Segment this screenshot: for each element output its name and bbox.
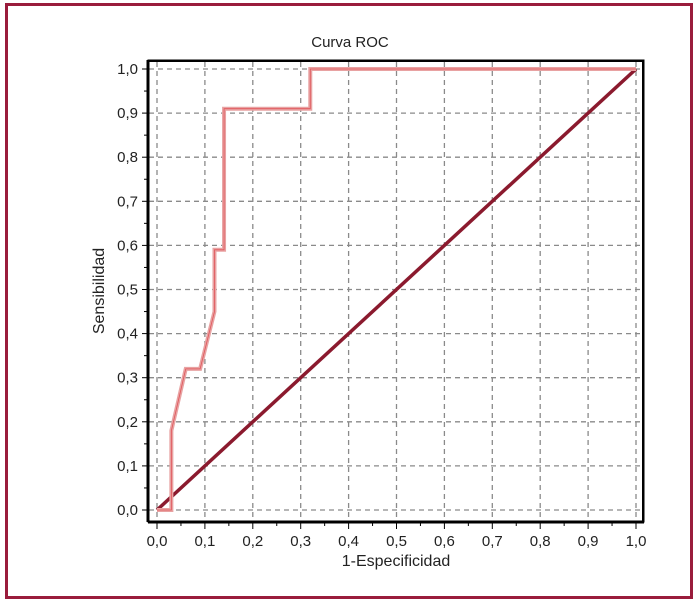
- y-axis-ticks: 0,0 0,1 0,2 0,3 0,4 0,5 0,6 0,7 0,8 0,9 1,0: [117, 61, 148, 519]
- y-tick-label: 0,2: [117, 414, 138, 431]
- y-tick-label: 0,1: [117, 458, 138, 475]
- x-axis-ticks: 0,0 0,1 0,2 0,3 0,4 0,5 0,6 0,7 0,8 0,9 1,0: [147, 522, 647, 550]
- y-tick-label: 0,9: [117, 105, 138, 122]
- y-tick-label: 0,0: [117, 502, 138, 519]
- x-tick-label: 0,8: [530, 533, 551, 550]
- x-tick-label: 0,1: [194, 533, 215, 550]
- x-tick-label: 0,3: [290, 533, 311, 550]
- y-tick-label: 0,5: [117, 282, 138, 299]
- y-tick-label: 0,4: [117, 326, 138, 343]
- x-tick-label: 0,2: [242, 533, 263, 550]
- series-layer: [155, 67, 638, 512]
- x-tick-label: 0,0: [147, 533, 168, 550]
- y-axis-label: Sensibilidad: [91, 248, 108, 334]
- reference-line: [155, 67, 638, 512]
- x-tick-label: 0,4: [338, 533, 359, 550]
- roc-curve-core: [157, 68, 636, 511]
- y-tick-label: 0,8: [117, 149, 138, 166]
- x-tick-label: 0,7: [482, 533, 503, 550]
- x-tick-label: 0,9: [578, 533, 599, 550]
- x-tick-label: 1,0: [626, 533, 647, 550]
- x-axis-label: 1-Especificidad: [342, 553, 451, 570]
- chart-title: Curva ROC: [311, 34, 389, 51]
- y-tick-label: 1,0: [117, 61, 138, 78]
- x-tick-label: 0,6: [434, 533, 455, 550]
- figure-border: [5, 3, 693, 599]
- y-tick-label: 0,3: [117, 370, 138, 387]
- x-tick-label: 0,5: [386, 533, 407, 550]
- y-tick-label: 0,6: [117, 237, 138, 254]
- y-tick-label: 0,7: [117, 193, 138, 210]
